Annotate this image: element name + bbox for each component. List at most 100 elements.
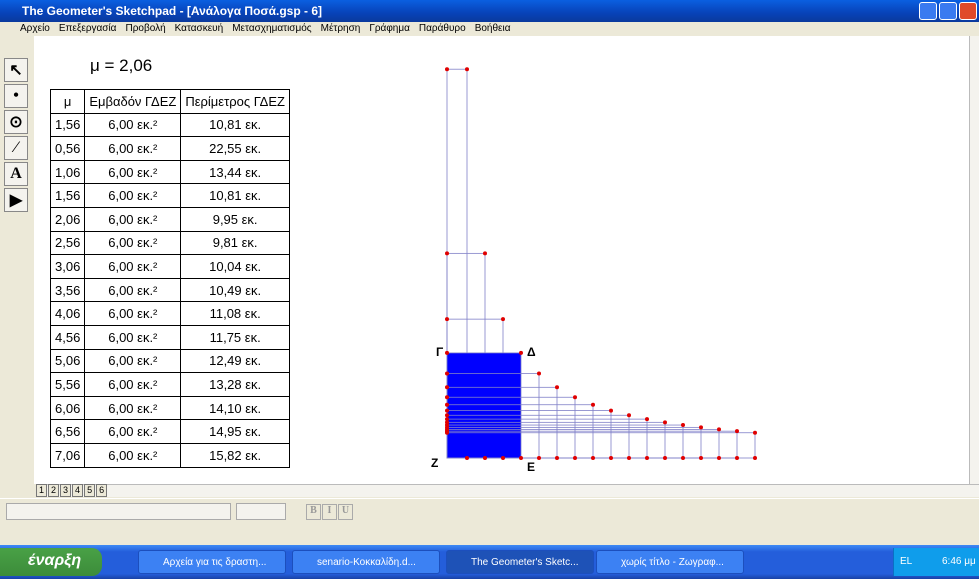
point[interactable] <box>609 456 613 460</box>
point[interactable] <box>717 427 721 431</box>
point[interactable] <box>663 456 667 460</box>
menu-bar: Αρχείο Επεξεργασία Προβολή Κατασκευή Μετασχη… <box>0 22 979 36</box>
point[interactable] <box>537 371 541 375</box>
point[interactable] <box>753 456 757 460</box>
point[interactable] <box>699 425 703 429</box>
point-tool[interactable]: • <box>4 84 28 108</box>
point[interactable] <box>753 431 757 435</box>
menu-item[interactable]: Κατασκευή <box>175 23 224 34</box>
line-tool[interactable]: ⁄ <box>4 136 28 160</box>
point[interactable] <box>483 456 487 460</box>
point[interactable] <box>501 456 505 460</box>
horizontal-scrollbar[interactable] <box>36 484 979 497</box>
menu-item[interactable]: Μετασχηματισμός <box>232 23 311 34</box>
menu-item[interactable]: Παράθυρο <box>419 23 466 34</box>
title-bar: The Geometer's Sketchpad - [Ανάλογα Ποσά… <box>0 0 979 22</box>
point[interactable] <box>645 417 649 421</box>
point[interactable] <box>717 456 721 460</box>
point[interactable] <box>445 395 449 399</box>
page-tab[interactable]: 4 <box>72 484 83 497</box>
maximize-button[interactable] <box>939 2 957 20</box>
compass-tool[interactable]: ⊙ <box>4 110 28 134</box>
minimize-button[interactable] <box>919 2 937 20</box>
point[interactable] <box>445 317 449 321</box>
window-title: The Geometer's Sketchpad - [Ανάλογα Ποσά… <box>22 4 322 18</box>
task-button[interactable]: Αρχεία για τις δραστη... <box>138 550 286 574</box>
point[interactable] <box>445 251 449 255</box>
point[interactable] <box>573 456 577 460</box>
point[interactable] <box>681 456 685 460</box>
point[interactable] <box>573 395 577 399</box>
page-tabs: 123456 <box>36 484 108 497</box>
page-tab[interactable]: 6 <box>96 484 107 497</box>
arrow-tool[interactable]: ↖ <box>4 58 28 82</box>
point[interactable] <box>519 456 523 460</box>
page-tab[interactable]: 3 <box>60 484 71 497</box>
point[interactable] <box>591 403 595 407</box>
point-label: Δ <box>527 345 536 359</box>
point[interactable] <box>501 317 505 321</box>
point[interactable] <box>645 456 649 460</box>
page-tab[interactable]: 2 <box>48 484 59 497</box>
taskbar: έναρξη EL 6:46 μμ Αρχεία για τις δραστη.… <box>0 545 979 579</box>
page: *{box-sizing:border-box} body{margin:0;w… <box>0 0 979 579</box>
point[interactable] <box>555 385 559 389</box>
clock: 6:46 μμ <box>942 556 976 567</box>
point[interactable] <box>627 413 631 417</box>
point-label: Γ <box>436 345 444 359</box>
point-label: Ζ <box>431 456 438 470</box>
menu-item[interactable]: Μέτρηση <box>321 23 361 34</box>
point[interactable] <box>735 429 739 433</box>
point[interactable] <box>445 67 449 71</box>
point[interactable] <box>483 251 487 255</box>
point[interactable] <box>735 456 739 460</box>
point[interactable] <box>465 456 469 460</box>
text-tool[interactable]: A <box>4 162 28 186</box>
size-select[interactable] <box>236 503 286 520</box>
point[interactable] <box>445 413 449 417</box>
point-label: Ε <box>527 460 535 474</box>
geometry: Γ Δ Ζ Ε <box>34 36 969 484</box>
point[interactable] <box>465 67 469 71</box>
point[interactable] <box>663 420 667 424</box>
point[interactable] <box>555 456 559 460</box>
point[interactable] <box>445 371 449 375</box>
page-tab[interactable]: 5 <box>84 484 95 497</box>
point[interactable] <box>445 409 449 413</box>
task-button[interactable]: The Geometer's Sketc... <box>446 550 594 574</box>
point[interactable] <box>445 403 449 407</box>
close-button[interactable] <box>959 2 977 20</box>
task-button[interactable]: χωρίς τίτλο - Ζωγραφ... <box>596 550 744 574</box>
point[interactable] <box>445 431 449 435</box>
page-tab[interactable]: 1 <box>36 484 47 497</box>
system-tray: EL 6:46 μμ <box>893 548 979 576</box>
point[interactable] <box>609 409 613 413</box>
point[interactable] <box>537 456 541 460</box>
point[interactable] <box>519 351 523 355</box>
vertical-scrollbar[interactable] <box>969 36 979 484</box>
format-button[interactable]: B <box>306 504 321 520</box>
point[interactable] <box>591 456 595 460</box>
task-button[interactable]: senario-Κοκκαλίδη.d... <box>292 550 440 574</box>
current-rectangle <box>447 353 521 458</box>
language[interactable]: EL <box>900 556 912 567</box>
menu-item[interactable]: Αρχείο <box>20 23 50 34</box>
format-button[interactable]: I <box>322 504 337 520</box>
start-button[interactable]: έναρξη <box>0 548 102 576</box>
custom-tool[interactable]: ▶ <box>4 188 28 212</box>
menu-item[interactable]: Γράφημα <box>369 23 410 34</box>
format-button[interactable]: U <box>338 504 353 520</box>
menu-item[interactable]: Βοήθεια <box>475 23 511 34</box>
point[interactable] <box>445 385 449 389</box>
toolbox: ↖ • ⊙ ⁄ A ▶ <box>4 58 30 214</box>
menu-item[interactable]: Επεξεργασία <box>59 23 117 34</box>
point[interactable] <box>627 456 631 460</box>
point[interactable] <box>699 456 703 460</box>
screen: {"window":{"title":"The Geometer's Sketc… <box>0 0 979 579</box>
menu-item[interactable]: Προβολή <box>125 23 165 34</box>
point[interactable] <box>681 423 685 427</box>
point[interactable] <box>445 351 449 355</box>
font-select[interactable] <box>6 503 231 520</box>
format-toolbar: BIU <box>0 498 979 524</box>
